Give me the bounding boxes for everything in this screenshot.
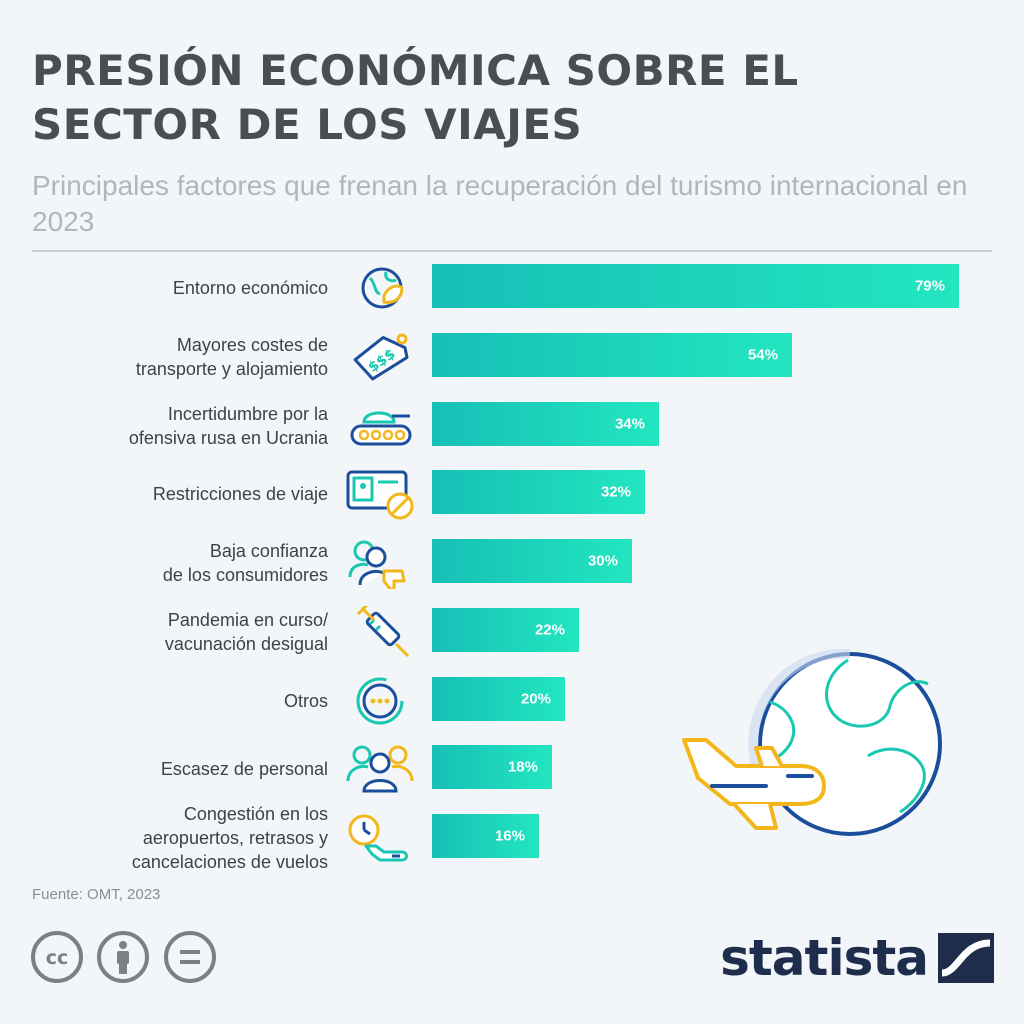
bar: 20% (432, 676, 565, 721)
chart-title: PRESIÓN ECONÓMICA SOBRE EL SECTOR DE LOS… (32, 46, 799, 149)
id-card-prohibited-icon (346, 470, 414, 520)
chart-row: Mayores costes de transporte y alojamien… (0, 332, 1024, 381)
globe-plane-illustration (682, 648, 942, 836)
bar: 32% (432, 470, 645, 515)
chart-row: Entorno económico 79% (0, 264, 1024, 312)
bar-value-label: 20% (520, 690, 551, 707)
no-derivatives-icon (163, 931, 216, 983)
statista-logo-icon (938, 933, 994, 983)
bar-value-label: 34% (614, 415, 645, 432)
category-label: Pandemia en curso/ vacunación desigual (164, 609, 328, 654)
bar-value-label: 30% (587, 552, 618, 570)
bar: 30% (432, 539, 632, 583)
dots-ring-icon (356, 677, 404, 724)
creative-commons-icon: cc (31, 931, 83, 983)
chart-row: Escasez de personal 18% (0, 745, 1024, 793)
bar: 34% (432, 401, 659, 446)
divider (32, 250, 992, 252)
category-label: Congestión en los aeropuertos, retrasos … (131, 804, 328, 872)
category-label: Baja confianza de los consumidores (162, 541, 328, 585)
bar: 22% (432, 607, 579, 652)
bar-value-label: 79% (914, 277, 945, 295)
bar-value-label: 54% (747, 346, 778, 364)
chart-row: Pandemia en curso/ vacunación desigual 22… (0, 605, 1024, 657)
source-note: Fuente: OMT, 2023 (32, 886, 161, 903)
brand-wordmark: statista (720, 929, 929, 987)
chart-row: Incertidumbre por la ofensiva rusa en Uc… (0, 401, 1024, 450)
category-label: Restricciones de viaje (152, 484, 328, 505)
license-icons: cc (30, 930, 225, 984)
category-label: Mayores costes de transporte y alojamien… (135, 334, 328, 379)
bar-value-label: 18% (507, 758, 538, 776)
globe-leaf-icon (361, 267, 404, 309)
chart-row: Baja confianza de los consumidores 30% (0, 539, 1024, 589)
tank-icon (350, 411, 412, 445)
bar-value-label: 32% (600, 483, 631, 501)
user-thumbs-down-icon (348, 540, 406, 589)
chart-row: Congestión en los aeropuertos, retrasos … (0, 804, 1024, 872)
category-label: Incertidumbre por la ofensiva rusa en Uc… (128, 403, 328, 448)
bar: 79% (432, 264, 959, 308)
statista-brand: statista (720, 928, 994, 988)
category-label: Escasez de personal (160, 759, 328, 780)
svg-text:cc: cc (46, 947, 69, 969)
category-label: Entorno económico (172, 278, 328, 298)
bar: 16% (432, 814, 539, 858)
attribution-icon (97, 931, 150, 983)
price-tag-icon: $$$ (353, 333, 409, 381)
chart-row: Restricciones de viaje 32% (0, 470, 1024, 520)
bar-value-label: 22% (534, 621, 565, 639)
syringe-icon (356, 605, 410, 657)
chart-subtitle: Principales factores que frenan la recup… (32, 170, 968, 237)
bar-value-label: 16% (494, 827, 525, 845)
group-icon (346, 745, 414, 793)
bar: 54% (432, 332, 792, 377)
chart-row: Otros 20% (0, 676, 1024, 725)
bar: 18% (432, 745, 552, 790)
clock-plane-icon (348, 814, 408, 862)
category-label: Otros (283, 690, 328, 711)
